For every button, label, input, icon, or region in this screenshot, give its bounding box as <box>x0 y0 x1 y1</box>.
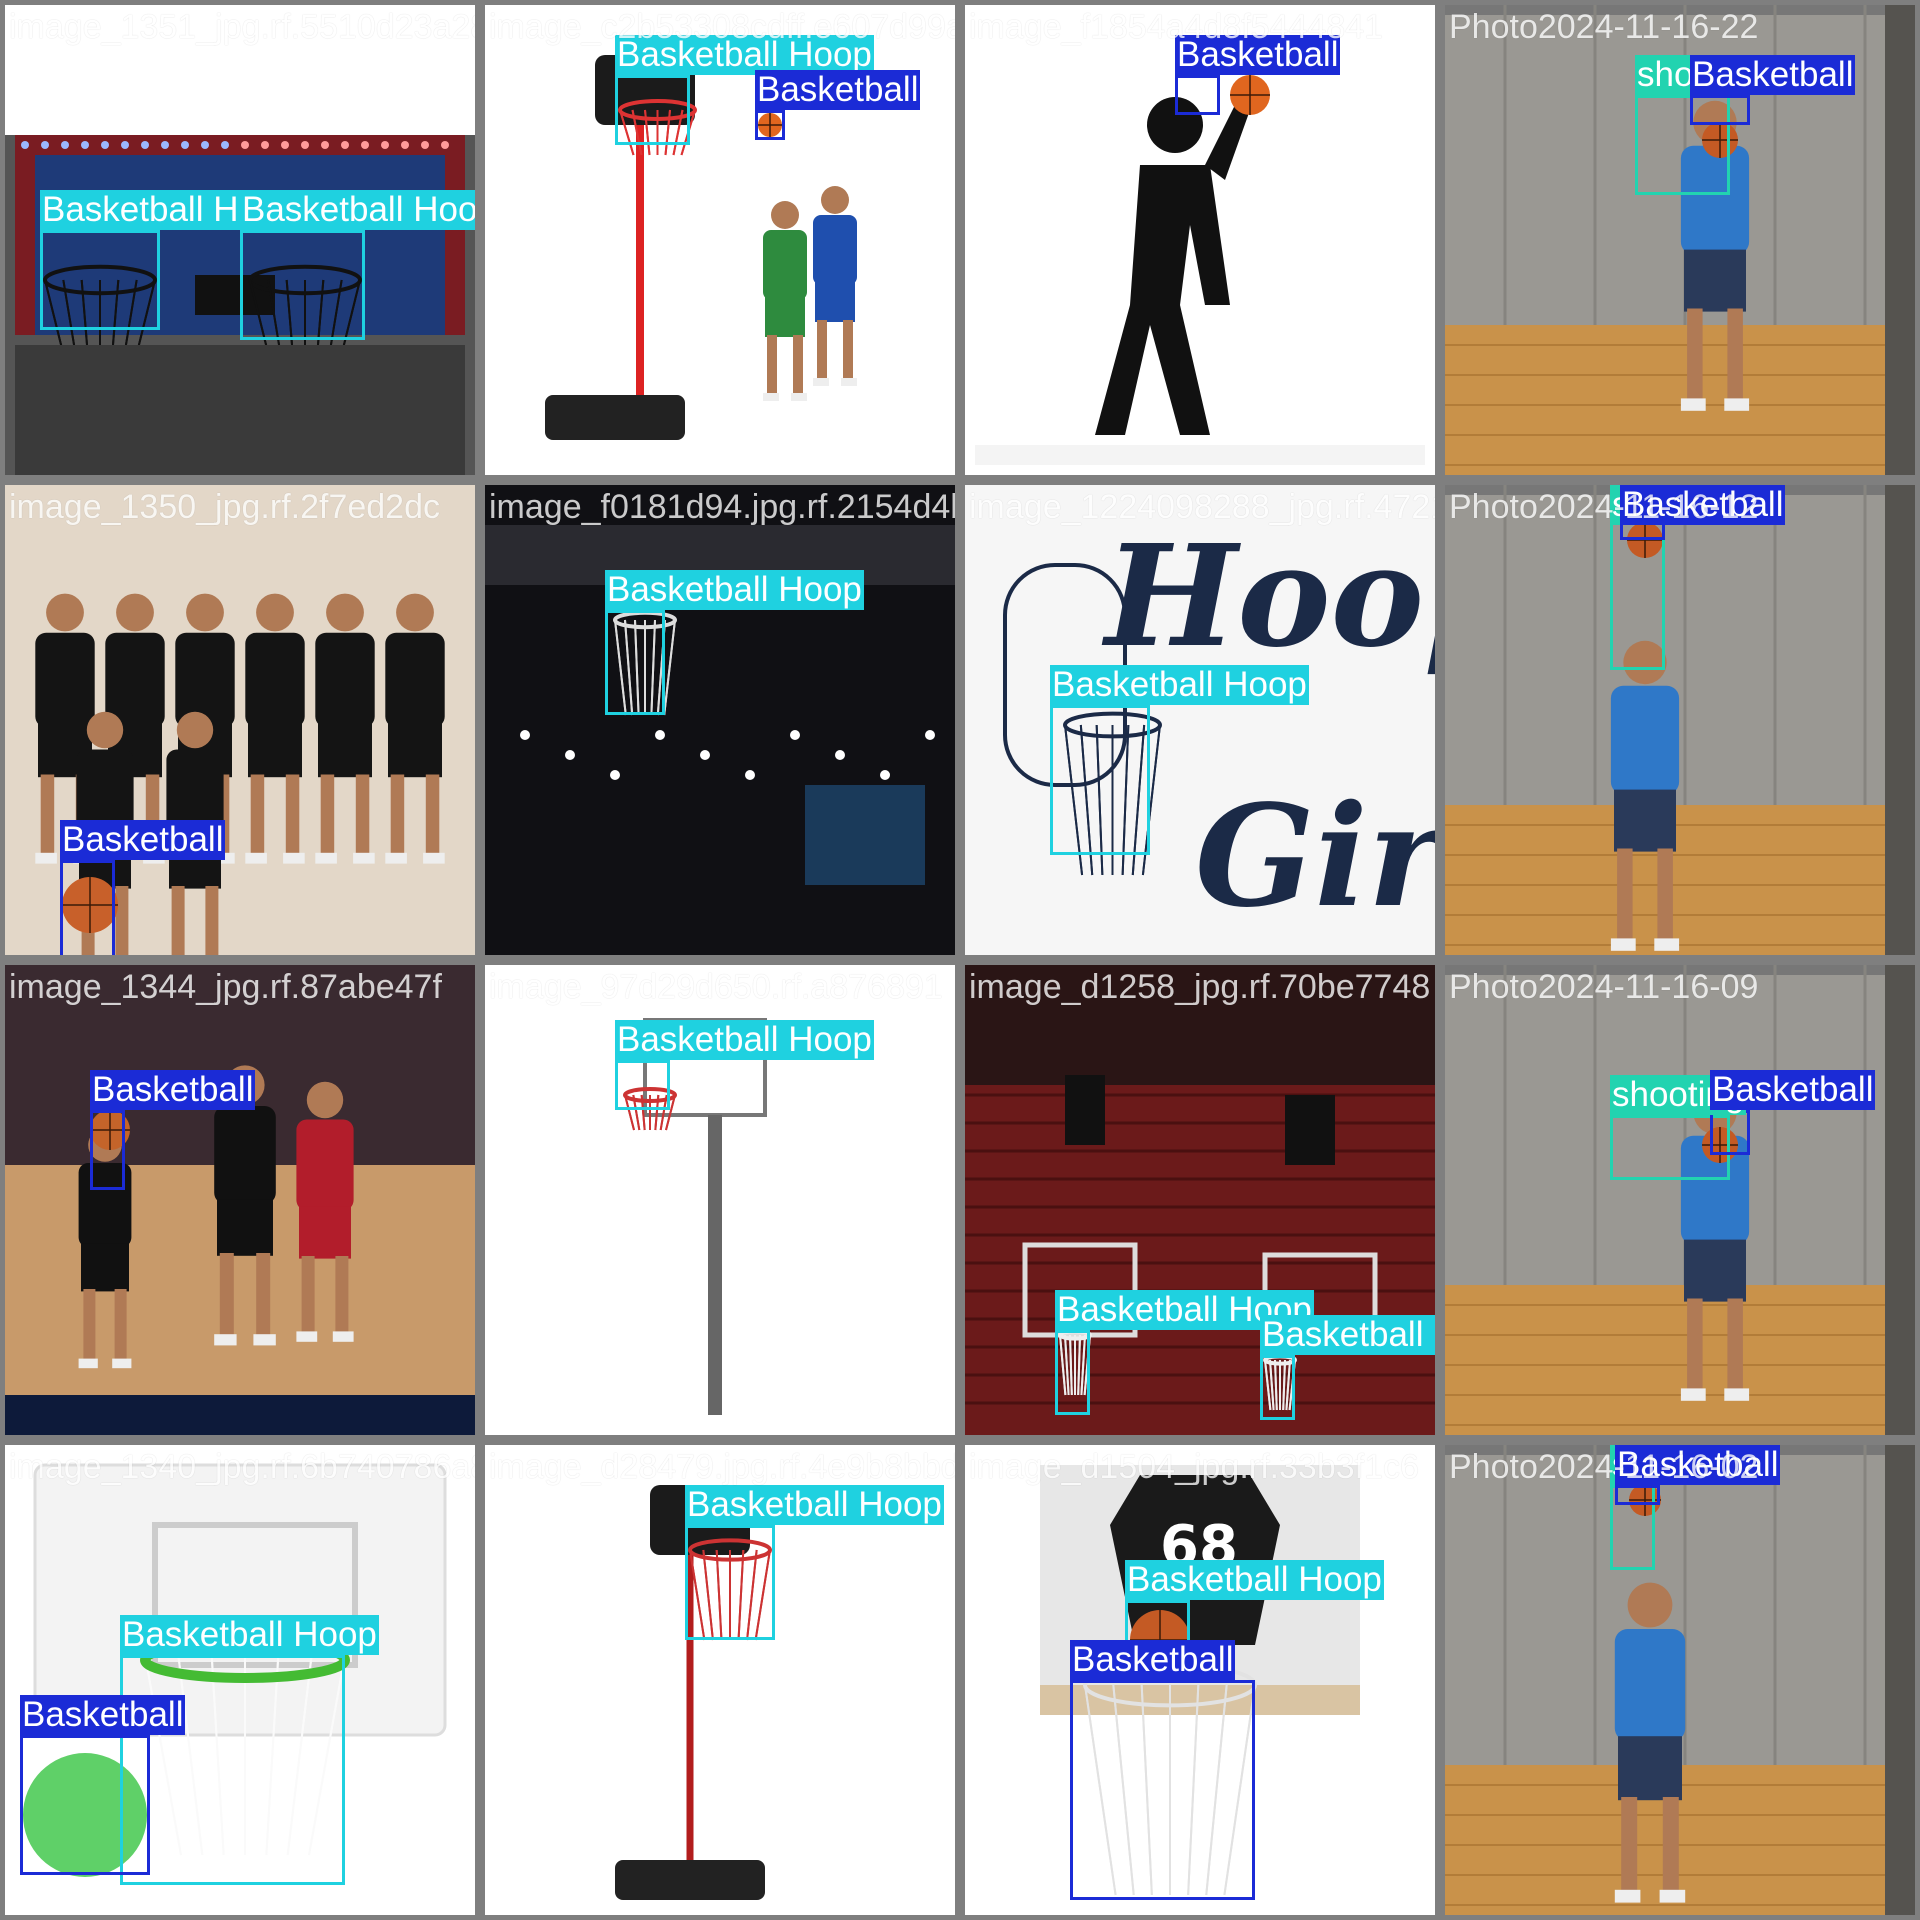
label-basketball: Basketball <box>1690 55 1856 95</box>
image-tile[interactable]: image_1340_jpg.rf.6b740786a8028479Basket… <box>5 1445 475 1915</box>
label-basketball-hoop: Basketball Hoop <box>240 190 475 230</box>
label-basketball: Basketball <box>1620 485 1786 525</box>
bbox-basketball-hoop <box>615 1060 670 1110</box>
bbox-basketball <box>755 110 785 140</box>
bbox-basketball <box>90 1110 125 1190</box>
label-basketball: Basketball <box>60 820 226 860</box>
image-tile[interactable]: image_1344_jpg.rf.87abe47f Basketball <box>5 965 475 1435</box>
bbox-shooting <box>1610 1115 1730 1180</box>
label-basketball: Basketball <box>1615 1445 1781 1485</box>
label-basketball-hoop: Basketball Hoop <box>120 1615 379 1655</box>
scene-cavs-arena <box>965 965 1435 1435</box>
image-tile[interactable]: 68 image_d1504_jpg.rf.33b3f1c6 Basketball… <box>965 1445 1435 1915</box>
label-basketball-hoop: Basketball Hoop <box>1260 1315 1435 1355</box>
label-basketball-hoop: Basketball Hoop <box>1050 665 1309 705</box>
bbox-basketball-hoop <box>605 610 665 715</box>
scene-gym-jump <box>1445 485 1915 955</box>
svg-text:Hoop: Hoop <box>1101 515 1435 679</box>
image-tile[interactable]: image_1350_jpg.rf.2f7ed2dc Basketball <box>5 485 475 955</box>
image-tile[interactable]: image_f0181d94.jpg.rf.2154d4b0 Basketball… <box>485 485 955 955</box>
image-tile[interactable]: Photo2024-11-16-02shootingBasketball <box>1445 1445 1915 1915</box>
bbox-basketball-hoop <box>685 1525 775 1640</box>
bbox-basketball-hoop <box>40 230 160 330</box>
scene-gym-reach <box>1445 1445 1915 1915</box>
scene-gym-shot <box>1445 5 1915 475</box>
image-tile[interactable]: image_1351_jpg.rf.5510d23a28ae22b330f8cd… <box>5 5 475 475</box>
image-tile[interactable]: image_c2b53308cdff.e607d99a2a8bf1854Bask… <box>485 5 955 475</box>
label-basketball-hoop: Basketball Hoop <box>615 1020 874 1060</box>
bbox-basketball-hoop <box>1055 1330 1090 1415</box>
label-basketball-hoop: Basketball Hoop <box>1125 1560 1384 1600</box>
image-tile[interactable]: Photo2024-11-16-09 shooting Basketball <box>1445 965 1915 1435</box>
image-tile[interactable]: image_97d29d650.rf.a876891 Basketball Hoo… <box>485 965 955 1435</box>
image-tile[interactable]: image_d1258_jpg.rf.70be7748 Basketball Ho… <box>965 965 1435 1435</box>
bbox-basketball <box>60 860 115 955</box>
image-tile[interactable]: image_f1854a4d8f5444841 Basketball <box>965 5 1435 475</box>
bbox-basketball <box>20 1735 150 1875</box>
bbox-basketball-hoop <box>1260 1355 1295 1420</box>
bbox-basketball <box>1710 1110 1750 1155</box>
label-basketball: Basketball <box>20 1695 186 1735</box>
scene-gym-shot2 <box>1445 965 1915 1435</box>
label-basketball: Basketball <box>1175 35 1341 75</box>
label-basketball: Basketball <box>755 70 921 110</box>
bbox-basketball-hoop <box>240 230 365 340</box>
scene-team <box>5 485 475 955</box>
label-basketball-hoop: Basketball Hoop <box>605 570 864 610</box>
bbox-basketball <box>1690 95 1750 125</box>
bbox-basketball <box>1175 75 1220 115</box>
image-tile[interactable]: Hoop Girlimage_1224098288_jpg.rf.47219b3… <box>965 485 1435 955</box>
label-basketball-hoop: Basketball Hoop <box>685 1485 944 1525</box>
scene-stand-kids <box>485 5 955 475</box>
scene-pictogram <box>965 5 1435 475</box>
svg-text:Girl: Girl <box>1195 775 1435 939</box>
label-basketball: Basketball <box>1070 1640 1236 1680</box>
bbox-basketball <box>1070 1680 1255 1900</box>
scene-arena-dark <box>485 485 955 955</box>
bbox-shooting <box>1635 95 1730 195</box>
bbox-basketball-hoop <box>120 1655 345 1885</box>
scene-hoop-girl: Hoop Girl <box>965 485 1435 955</box>
image-tile[interactable]: Photo2024-11-16-12shootingBasketball <box>1445 485 1915 955</box>
bbox-basketball <box>1615 1485 1660 1505</box>
scene-broadcast <box>5 965 475 1435</box>
label-basketball: Basketball <box>90 1070 256 1110</box>
label-basketball: Basketball <box>1710 1070 1876 1110</box>
label-basketball-hoop: Basketball Hoop <box>615 35 874 75</box>
image-tile[interactable]: image_d28479.jpg.rf.4e9b8bbd Basketball H… <box>485 1445 955 1915</box>
scene-arcade <box>5 5 475 475</box>
bbox-basketball-hoop <box>615 75 690 145</box>
bbox-basketball-hoop <box>1050 705 1150 855</box>
image-tile[interactable]: Photo2024-11-16-22shootingBasketball <box>1445 5 1915 475</box>
